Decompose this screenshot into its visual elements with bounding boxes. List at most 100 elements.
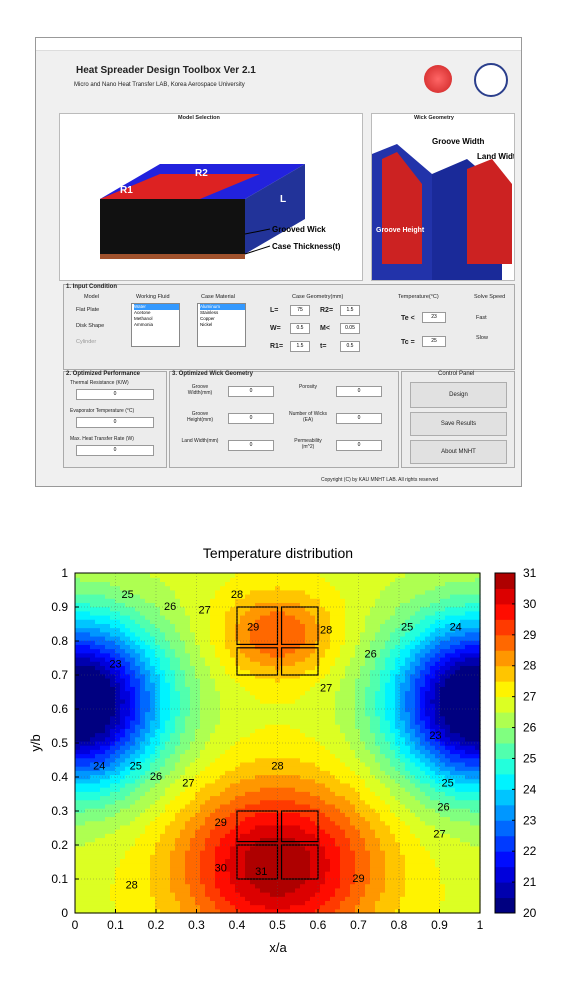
contour-cell	[340, 879, 346, 885]
list-item[interactable]: Methanol	[134, 316, 153, 321]
contour-cell	[190, 593, 196, 599]
radio-option[interactable]: Fast	[476, 315, 487, 321]
contour-cell	[105, 719, 111, 725]
field-value[interactable]: 1.5	[340, 305, 360, 316]
field-value[interactable]: 0.5	[340, 341, 360, 352]
contour-cell	[365, 635, 371, 641]
list-item[interactable]: Nickel	[200, 322, 213, 327]
contour-cell	[375, 883, 381, 889]
field-value[interactable]: 0	[336, 386, 382, 397]
contour-cell	[310, 774, 316, 780]
contour-cell	[325, 896, 331, 902]
save-button[interactable]: Save Results	[410, 412, 507, 436]
contour-cell	[135, 619, 141, 624]
about-button[interactable]: About MNHT	[410, 440, 507, 464]
contour-cell	[345, 669, 351, 675]
fluid-list[interactable]: Water Acetone Methanol Ammonia	[131, 303, 180, 347]
contour-cell	[190, 833, 196, 839]
contour-cell	[325, 829, 331, 834]
contour-cell	[270, 602, 276, 608]
contour-cell	[285, 690, 291, 696]
field-value[interactable]: 0	[76, 389, 154, 400]
contour-cell	[285, 858, 291, 864]
contour-cell	[110, 749, 116, 755]
contour-cell	[195, 635, 201, 641]
contour-cell	[290, 875, 296, 881]
field-value[interactable]: 0	[336, 413, 382, 424]
contour-cell	[355, 770, 361, 776]
list-item[interactable]: Copper	[200, 316, 215, 321]
field-value[interactable]: 1.5	[290, 341, 310, 352]
contour-cell	[175, 896, 181, 902]
contour-cell	[285, 619, 291, 624]
list-item[interactable]: Stainless	[200, 310, 219, 315]
contour-cell	[245, 795, 251, 801]
contour-cell	[360, 766, 366, 771]
field-value[interactable]: 0	[336, 440, 382, 451]
material-list[interactable]: Aluminum Stainless Copper Nickel	[197, 303, 246, 347]
contour-cell	[210, 728, 216, 734]
field-value[interactable]: 0	[228, 413, 274, 424]
contour-cell	[320, 820, 326, 826]
contour-cell	[310, 799, 316, 805]
contour-cell	[315, 892, 321, 897]
contour-cell	[110, 803, 116, 809]
contour-cell	[340, 703, 346, 708]
contour-cell	[210, 892, 216, 897]
contour-cell	[170, 871, 176, 876]
contour-cell	[200, 900, 206, 906]
contour-cell	[360, 795, 366, 801]
contour-cell	[305, 778, 311, 784]
field-value[interactable]: 75	[290, 305, 310, 316]
design-button[interactable]: Design	[410, 382, 507, 408]
field-value[interactable]: 0	[76, 445, 154, 456]
contour-cell	[105, 652, 111, 658]
field-value[interactable]: 0.5	[290, 323, 310, 334]
field-value[interactable]: 25	[422, 336, 446, 347]
contour-cell	[75, 598, 81, 603]
contour-cell	[245, 585, 251, 591]
contour-cell	[250, 787, 256, 792]
contour-cell	[260, 715, 266, 721]
contour-cell	[155, 757, 161, 763]
contour-cell	[105, 593, 111, 599]
contour-cell	[180, 640, 186, 645]
contour-cell	[300, 690, 306, 696]
contour-cell	[210, 904, 216, 910]
contour-cell	[365, 879, 371, 885]
contour-cell	[255, 757, 261, 763]
contour-cell	[240, 719, 246, 725]
performance-panel: 2. Optimized Performance Thermal Resista…	[63, 371, 167, 468]
contour-cell	[130, 711, 136, 717]
radio-option[interactable]: Flat Plate	[76, 307, 100, 313]
contour-cell	[80, 824, 86, 830]
contour-cell	[365, 703, 371, 708]
contour-cell	[355, 745, 361, 750]
dim-label: L	[280, 194, 286, 205]
field-value[interactable]: 0	[76, 417, 154, 428]
contour-cell	[130, 728, 136, 734]
radio-option[interactable]: Slow	[476, 335, 488, 341]
radio-option[interactable]: Cylinder	[76, 339, 97, 345]
field-value[interactable]: 0	[228, 386, 274, 397]
radio-option[interactable]: Disk Shape	[76, 323, 105, 329]
list-item[interactable]: Aluminum	[200, 304, 245, 310]
contour-cell	[370, 719, 376, 725]
field-value[interactable]: 0	[228, 440, 274, 451]
contour-cell	[85, 896, 91, 902]
field-value[interactable]: 23	[422, 312, 446, 323]
list-item[interactable]: Ammonia	[134, 322, 154, 327]
contour-cell	[190, 648, 196, 654]
contour-cell	[330, 581, 336, 587]
list-item[interactable]: Water	[134, 304, 179, 310]
list-item[interactable]: Acetone	[134, 310, 151, 315]
contour-cell	[280, 614, 286, 620]
contour-cell	[195, 606, 201, 612]
contour-cell	[115, 757, 121, 763]
contour-cell	[200, 635, 206, 641]
field-value[interactable]: 0.05	[340, 323, 360, 334]
contour-cell	[220, 707, 226, 713]
contour-cell	[350, 656, 356, 662]
contour-cell	[280, 883, 286, 889]
contour-cell	[145, 841, 151, 847]
